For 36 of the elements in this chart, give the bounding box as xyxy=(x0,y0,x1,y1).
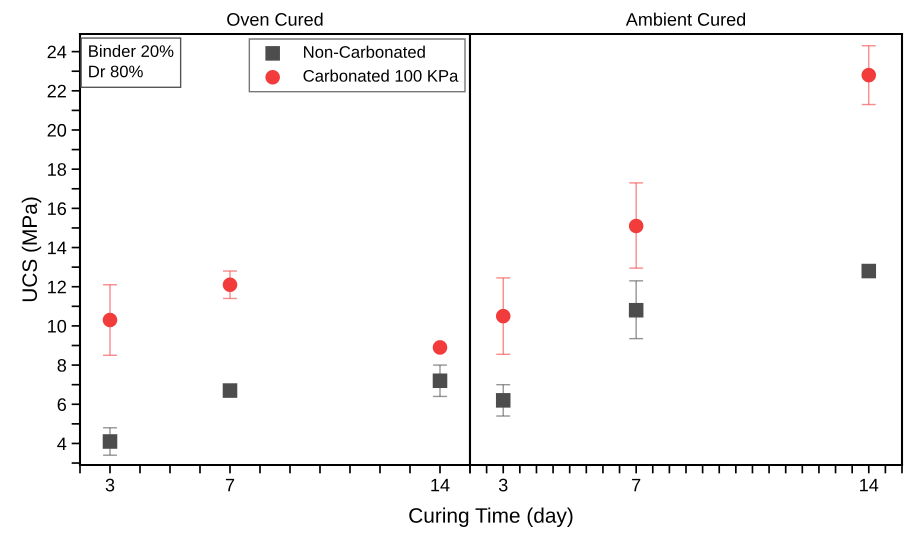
chart-title: Ambient Cured xyxy=(626,12,746,26)
x-tick-label: 7 xyxy=(632,478,640,492)
point xyxy=(222,277,238,292)
y-tick-label: 10 xyxy=(48,320,66,333)
y-tick-label: 20 xyxy=(48,124,66,137)
annotation: Binder 20% Dr 80% xyxy=(89,44,174,78)
y-tick-label: 4 xyxy=(57,438,66,450)
legend-label: Carbonated 100 KPa xyxy=(304,70,458,82)
point xyxy=(102,312,118,328)
point xyxy=(496,393,511,408)
y-tick-label: 6 xyxy=(58,398,66,411)
x-tick-label: 3 xyxy=(106,478,114,492)
x-tick-label: 14 xyxy=(860,478,878,492)
chart-title: Oven Cured xyxy=(227,12,323,26)
y-axis-title: UCS (MPa) xyxy=(22,198,42,302)
legend-label: Non-Carbonated xyxy=(304,46,425,58)
point xyxy=(496,308,511,324)
y-tick-label: 12 xyxy=(48,280,66,294)
y-tick-label: 8 xyxy=(58,359,66,372)
point xyxy=(861,68,876,82)
y-tick-label: 14 xyxy=(48,242,66,254)
y-tick-label: 22 xyxy=(48,84,66,98)
point xyxy=(861,264,876,278)
point xyxy=(102,434,118,449)
point xyxy=(222,383,238,398)
point xyxy=(432,340,448,355)
y-tick-label: 24 xyxy=(48,46,66,58)
x-axis-title: Curing Time (day) xyxy=(409,508,572,527)
point xyxy=(628,302,644,318)
x-tick-label: 3 xyxy=(498,478,508,492)
point xyxy=(432,373,448,388)
x-tick-label: 14 xyxy=(431,478,450,492)
point xyxy=(628,218,644,234)
y-tick-label: 18 xyxy=(48,163,66,176)
x-tick-label: 7 xyxy=(226,478,234,492)
y-tick-label: 16 xyxy=(48,202,66,216)
